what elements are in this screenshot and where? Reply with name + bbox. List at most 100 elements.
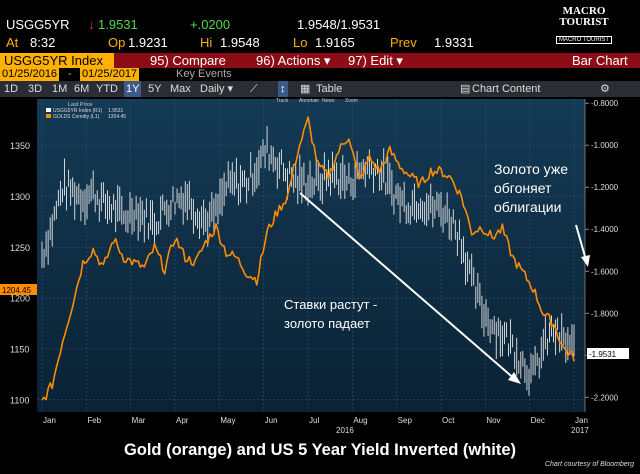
annotation-1-line-1: Золото уже xyxy=(494,161,568,177)
high-value: 1.9548 xyxy=(220,35,260,50)
x-tick-label: Jun xyxy=(265,416,278,425)
period-max[interactable]: Max xyxy=(170,83,191,95)
chart-tool-zoom: Zoom xyxy=(345,98,358,104)
bid-ask: 1.9548/1.9531 xyxy=(297,17,381,32)
right-tick-label: -1.4000 xyxy=(591,225,619,234)
right-tick-label: -1.6000 xyxy=(591,267,619,276)
prev-value: 1.9331 xyxy=(434,35,474,50)
right-tick-label: -1.8000 xyxy=(591,309,619,318)
left-tick-label: 1300 xyxy=(10,192,30,202)
legend-heading: Last Price xyxy=(68,102,92,108)
x-tick-label: Sep xyxy=(398,416,413,425)
left-tick-label: 1150 xyxy=(10,344,29,354)
grid-lines xyxy=(37,99,585,412)
chart-credit: Chart courtesy of Bloomberg xyxy=(544,461,634,468)
x-tick-label: Oct xyxy=(442,416,455,425)
open-value: 1.9231 xyxy=(128,35,168,50)
chart-svg: Last Price USGG5YR Index (R1) 1.9531 GOL… xyxy=(0,98,629,435)
x-tick-label: Nov xyxy=(486,416,500,425)
low-label: Lo xyxy=(293,35,308,50)
table-button[interactable]: Table xyxy=(316,83,343,95)
x-tick-label: Jan xyxy=(43,416,56,425)
period-5y[interactable]: 5Y xyxy=(148,83,162,95)
x-tick-label: May xyxy=(220,416,235,425)
legend-value-yield: 1.9531 xyxy=(108,108,124,114)
chart-caption: Gold (orange) and US 5 Year Yield Invert… xyxy=(123,441,517,459)
chart-tool-annotate: Annotate xyxy=(299,98,319,104)
chart-tools-icon[interactable]: ↕ xyxy=(278,81,288,97)
left-tick-label: 1100 xyxy=(10,395,29,405)
period-row: 1D 3D 1M 6M YTD 1Y 5Y Max Daily ▾ ⟋ ↕ ▦ … xyxy=(0,81,640,97)
price-change: +.0200 xyxy=(190,17,231,32)
period-6m[interactable]: 6M xyxy=(74,83,90,95)
period-1y[interactable]: 1Y xyxy=(124,81,142,97)
left-tick-label: 1200 xyxy=(10,294,30,304)
gold-last-tag xyxy=(0,284,37,295)
chart-content-button[interactable]: Chart Content xyxy=(472,83,541,95)
high-label: Hi xyxy=(200,35,213,50)
logo-line-1: MACRO xyxy=(562,5,606,17)
legend-label-gold: GOLDS Comdty (L1) xyxy=(53,114,100,120)
chart-legend: Last Price USGG5YR Index (R1) 1.9531 GOL… xyxy=(46,102,126,120)
date-range-row: 01/25/2016 - 01/25/2017 Key Events xyxy=(0,68,640,81)
ticker-label: USGG5YR xyxy=(6,17,70,32)
x-tick-label: Jul xyxy=(309,416,319,425)
key-events-toggle[interactable]: Key Events xyxy=(176,68,232,80)
legend-swatch-yield xyxy=(46,108,51,112)
annotation-1-line-3: облигации xyxy=(494,199,561,215)
low-value: 1.9165 xyxy=(315,35,355,50)
x-year-label: 2017 xyxy=(571,426,589,435)
x-tick-label: Aug xyxy=(353,416,367,425)
line-chart-icon[interactable]: ⟋ xyxy=(250,83,258,95)
rising-arrow-head xyxy=(581,255,590,267)
right-tick-label: -1.2000 xyxy=(591,183,619,192)
chart-tool-track: Track xyxy=(276,98,289,104)
right-tick-label: -0.8000 xyxy=(591,99,619,108)
frequency-select[interactable]: Daily ▾ xyxy=(200,83,234,95)
quote-time: 8:32 xyxy=(30,35,56,50)
legend-label-yield: USGG5YR Index (R1) xyxy=(53,108,103,114)
left-tick-label: 1350 xyxy=(10,141,30,151)
edit-button[interactable]: 97) Edit ▾ xyxy=(348,53,403,68)
macro-tourist-logo: MACRO TOURIST MACRO TOURIST xyxy=(548,5,620,44)
settings-gear-icon[interactable]: ⚙ xyxy=(600,83,610,95)
gold-line xyxy=(41,116,575,401)
period-1m[interactable]: 1M xyxy=(52,83,68,95)
right-tick-label: -2.2000 xyxy=(591,393,619,402)
date-separator: - xyxy=(68,68,72,80)
chart-tool-news: News xyxy=(322,98,335,104)
start-date-input[interactable]: 01/25/2016 xyxy=(0,68,60,81)
left-tick-label: 1250 xyxy=(10,243,30,253)
chart-area: Last Price USGG5YR Index (R1) 1.9531 GOL… xyxy=(0,97,640,439)
chart-type-label: Bar Chart xyxy=(572,53,628,68)
actions-button[interactable]: 96) Actions ▾ xyxy=(256,53,331,68)
chart-content-icon[interactable]: ▤ xyxy=(460,83,471,95)
last-price: 1.9531 xyxy=(98,17,138,32)
quote-row-1: USGG5YR ↓ 1.9531 +.0200 1.9548/1.9531 xyxy=(0,17,640,33)
period-ytd[interactable]: YTD xyxy=(96,83,118,95)
annotation-2-line-1: Ставки растут - xyxy=(284,297,377,312)
x-year-label: 2016 xyxy=(336,426,354,435)
annotation-1-line-2: обгоняет xyxy=(494,180,552,196)
table-icon[interactable]: ▦ xyxy=(300,83,311,95)
chart-tool-row: Track Annotate News Zoom xyxy=(276,98,358,104)
gold-last-tag-text: 1204.45 xyxy=(2,286,31,295)
legend-value-gold: 1204.45 xyxy=(108,114,126,120)
yield-last-tag xyxy=(587,348,629,359)
period-3d[interactable]: 3D xyxy=(28,83,43,95)
x-tick-label: Mar xyxy=(132,416,146,425)
open-label: Op xyxy=(108,35,126,50)
end-date-input[interactable]: 01/25/2017 xyxy=(80,68,140,81)
compare-button[interactable]: 95) Compare xyxy=(150,53,226,68)
toolbar: USGG5YR Index 95) Compare 96) Actions ▾ … xyxy=(0,53,640,68)
quote-row-2: At 8:32 Op 1.9231 Hi 1.9548 Lo 1.9165 Pr… xyxy=(0,35,640,51)
falling-arrow-head xyxy=(508,372,521,384)
logo-line-2: TOURIST xyxy=(559,16,609,28)
rising-arrow-line xyxy=(575,224,587,261)
logo-sub: MACRO TOURIST xyxy=(555,36,613,44)
period-1d[interactable]: 1D xyxy=(4,83,19,95)
legend-swatch-gold xyxy=(46,114,51,118)
security-input[interactable]: USGG5YR Index xyxy=(0,53,114,68)
right-tick-label: -1.0000 xyxy=(591,141,619,150)
prev-label: Prev xyxy=(390,35,417,50)
